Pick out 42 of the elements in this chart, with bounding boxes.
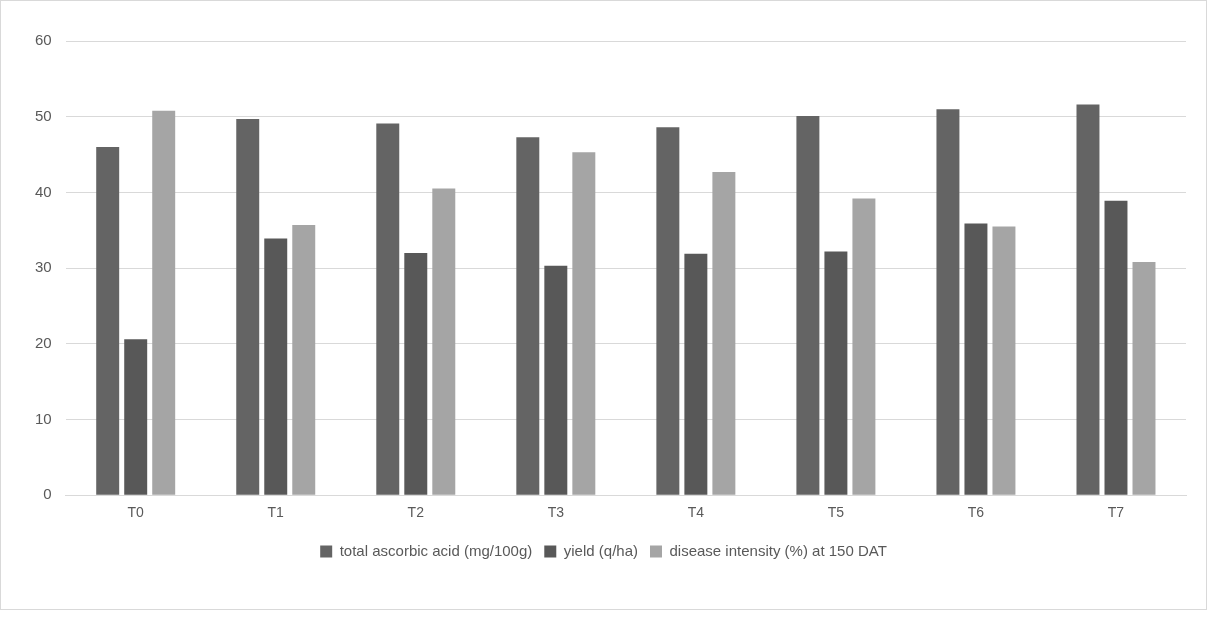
bar [1076,104,1100,495]
legend-label: disease intensity (%) at 150 DAT [669,541,887,559]
bar [432,188,456,495]
x-tick-label: T0 [127,504,145,521]
y-tick-label: 60 [35,31,52,49]
bar [376,123,400,495]
bar [936,109,960,495]
x-tick-label: T6 [967,504,985,521]
bar [992,226,1016,495]
legend-label: total ascorbic acid (mg/100g) [339,541,533,559]
bar [516,137,540,495]
y-tick-label: 10 [35,409,52,427]
bar [404,252,428,495]
bar [96,146,120,495]
bar [1132,262,1156,495]
x-tick-label: T1 [267,504,285,521]
x-tick-label: T3 [547,504,565,521]
bar [656,127,680,495]
y-tick-label: 30 [35,258,52,276]
bar [152,110,176,495]
bar [1104,200,1128,495]
y-tick-label: 0 [43,485,52,503]
bar [684,253,708,495]
bar [236,118,260,495]
bar [712,171,736,495]
bar [264,238,288,495]
bar [796,115,820,495]
legend-label: yield (q/ha) [563,541,638,559]
bar [292,224,316,495]
y-tick-label: 40 [35,182,52,200]
x-tick-label: T2 [407,504,425,521]
y-tick-label: 20 [35,333,52,351]
x-tick-label: T7 [1107,504,1125,521]
y-tick-label: 50 [35,106,52,124]
bar [124,339,148,495]
x-tick-label: T4 [687,504,705,521]
x-tick-label: T5 [827,504,845,521]
bar [544,265,568,495]
bar [852,198,876,495]
bar [824,251,848,495]
bar [572,152,596,495]
bar [964,223,988,495]
